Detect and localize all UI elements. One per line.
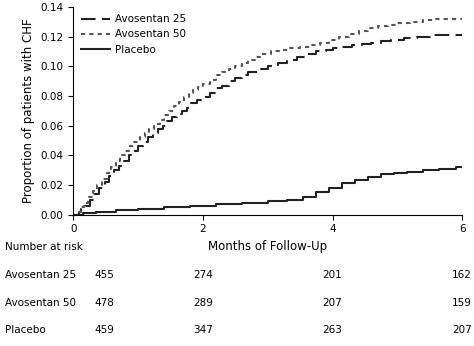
Avosentan 25 [194,101,200,106]
Text: 207: 207 [323,298,342,308]
Placebo [239,201,245,205]
Placebo [352,181,358,185]
Avosentan 50 [459,17,465,21]
Placebo [284,198,290,202]
Placebo [71,212,76,217]
Avosentan 25 [453,33,458,37]
Avosentan 25 [169,119,175,123]
Placebo [420,168,426,172]
Avosentan 50 [307,43,313,47]
Placebo [136,208,141,212]
Placebo [239,202,245,206]
Line: Placebo: Placebo [73,167,462,215]
Y-axis label: Proportion of patients with CHF: Proportion of patients with CHF [22,18,35,203]
Text: 478: 478 [94,298,114,308]
Placebo [213,202,219,206]
Text: 162: 162 [452,270,472,280]
Placebo [404,170,410,174]
Placebo [391,172,397,176]
Placebo [136,207,141,211]
Text: 159: 159 [452,298,472,308]
Placebo [93,209,99,213]
Placebo [113,208,118,212]
Placebo [265,201,271,205]
Placebo [113,209,118,213]
Placebo [161,205,167,209]
Text: 274: 274 [193,270,213,280]
Line: Avosentan 50: Avosentan 50 [73,19,462,215]
Text: 455: 455 [94,270,114,280]
Placebo [301,195,306,199]
Placebo [404,171,410,175]
Placebo [213,203,219,208]
Placebo [459,165,465,169]
Placebo [378,172,384,176]
Placebo [327,186,332,190]
Placebo [365,178,371,182]
Text: Avosentan 50: Avosentan 50 [5,298,76,308]
Avosentan 50 [433,17,439,21]
Avosentan 25 [71,212,76,217]
Placebo [391,171,397,175]
Placebo [459,165,465,169]
Placebo [301,198,306,202]
Avosentan 50 [78,209,84,213]
Text: 263: 263 [323,325,343,335]
Avosentan 50 [152,122,157,126]
Text: 459: 459 [94,325,114,335]
Placebo [313,190,319,194]
Placebo [378,175,384,180]
Placebo [80,212,86,217]
Placebo [453,165,458,169]
Avosentan 25 [427,33,433,37]
Avosentan 25 [459,33,465,37]
Avosentan 25 [136,144,141,148]
Placebo [453,166,458,171]
Text: 207: 207 [452,325,472,335]
Avosentan 50 [356,31,361,36]
Placebo [437,166,442,171]
Line: Avosentan 25: Avosentan 25 [73,35,462,215]
Placebo [365,175,371,180]
Text: Placebo: Placebo [5,325,46,335]
Placebo [80,211,86,215]
Text: Avosentan 25: Avosentan 25 [5,270,76,280]
Avosentan 50 [78,205,84,209]
Placebo [352,178,358,182]
Avosentan 50 [71,212,76,217]
Placebo [187,203,193,208]
Placebo [437,168,442,172]
Text: 289: 289 [193,298,213,308]
X-axis label: Months of Follow-Up: Months of Follow-Up [208,240,328,253]
Placebo [265,199,271,203]
Placebo [339,186,345,190]
Avosentan 50 [408,20,413,24]
Legend: Avosentan 25, Avosentan 50, Placebo: Avosentan 25, Avosentan 50, Placebo [79,12,188,57]
Text: 347: 347 [193,325,213,335]
Avosentan 25 [130,153,136,157]
Text: 201: 201 [323,270,342,280]
Placebo [93,211,99,215]
Placebo [284,199,290,203]
Text: Number at risk: Number at risk [5,242,82,252]
Placebo [339,181,345,185]
Placebo [313,195,319,199]
Placebo [420,170,426,174]
Avosentan 25 [233,76,238,80]
Placebo [161,207,167,211]
Placebo [327,190,332,194]
Placebo [187,205,193,209]
